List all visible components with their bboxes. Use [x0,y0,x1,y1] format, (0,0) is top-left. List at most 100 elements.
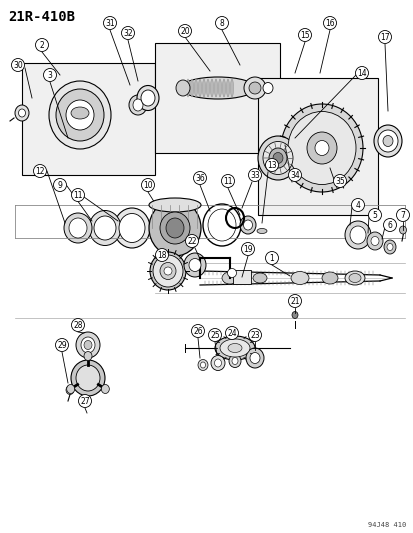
Circle shape [351,198,363,212]
Circle shape [396,208,408,222]
Circle shape [155,248,168,262]
Ellipse shape [197,359,207,370]
Ellipse shape [71,360,105,396]
Text: 8: 8 [219,19,224,28]
Ellipse shape [149,198,201,212]
Ellipse shape [287,111,355,184]
Polygon shape [22,63,154,175]
Text: 32: 32 [123,28,133,37]
Circle shape [33,165,46,177]
Circle shape [121,27,134,39]
Ellipse shape [262,141,292,174]
Text: 2: 2 [40,41,44,50]
Ellipse shape [206,79,209,97]
Ellipse shape [218,79,221,97]
Ellipse shape [321,272,337,284]
Ellipse shape [272,152,282,164]
Text: 27: 27 [80,397,90,406]
Ellipse shape [166,218,183,238]
Text: 33: 33 [249,171,259,180]
Text: 94J48 410: 94J48 410 [367,522,405,528]
Ellipse shape [280,104,362,192]
Ellipse shape [150,252,185,290]
Text: 15: 15 [299,30,309,39]
Ellipse shape [133,99,142,111]
Ellipse shape [262,83,272,93]
Ellipse shape [56,89,104,141]
Ellipse shape [207,209,235,241]
Circle shape [333,174,346,188]
Ellipse shape [186,79,189,97]
Ellipse shape [226,79,229,97]
Ellipse shape [382,135,392,147]
Circle shape [298,28,311,42]
Polygon shape [154,43,279,153]
Ellipse shape [19,109,26,117]
Ellipse shape [202,204,240,246]
Text: 3: 3 [47,70,52,79]
Ellipse shape [373,125,401,157]
Circle shape [221,174,234,188]
Ellipse shape [81,337,95,353]
Ellipse shape [69,218,87,238]
Ellipse shape [180,77,255,99]
Ellipse shape [370,237,378,246]
Circle shape [178,25,191,37]
Ellipse shape [243,220,252,230]
Ellipse shape [219,339,249,357]
Circle shape [36,38,48,52]
Text: 26: 26 [193,327,202,335]
Circle shape [241,243,254,255]
Text: 31: 31 [105,19,114,28]
Ellipse shape [211,356,224,370]
Ellipse shape [176,80,190,96]
Circle shape [71,189,84,201]
Circle shape [103,17,116,29]
Ellipse shape [227,269,236,278]
Text: 18: 18 [157,251,166,260]
Circle shape [355,67,368,79]
Ellipse shape [256,229,266,233]
Circle shape [377,30,391,44]
Ellipse shape [114,208,150,248]
Ellipse shape [248,82,260,94]
Circle shape [78,394,91,408]
Circle shape [382,219,396,231]
Text: 12: 12 [35,166,45,175]
Ellipse shape [214,359,221,367]
Circle shape [265,252,278,264]
Text: 5: 5 [372,211,377,220]
Text: 1: 1 [269,254,274,262]
Circle shape [215,17,228,29]
Text: 17: 17 [379,33,389,42]
Text: 28: 28 [73,320,83,329]
Ellipse shape [66,385,74,394]
Ellipse shape [129,95,147,115]
Circle shape [12,59,24,71]
Text: 7: 7 [400,211,404,220]
Text: 13: 13 [266,160,276,169]
Ellipse shape [386,244,392,251]
Ellipse shape [243,77,266,99]
Ellipse shape [348,273,360,282]
Ellipse shape [49,81,111,149]
Circle shape [53,179,66,191]
Ellipse shape [210,79,213,97]
Circle shape [368,208,380,222]
Ellipse shape [383,240,395,254]
Ellipse shape [257,136,297,180]
Text: 23: 23 [249,330,259,340]
Text: 11: 11 [223,176,232,185]
Text: 34: 34 [290,171,299,180]
Ellipse shape [84,341,92,350]
Ellipse shape [66,100,94,130]
Circle shape [193,172,206,184]
Text: 4: 4 [355,200,360,209]
Ellipse shape [64,213,92,243]
Ellipse shape [228,354,240,367]
Circle shape [141,179,154,191]
Text: 21R-410B: 21R-410B [8,10,75,24]
Text: 24: 24 [227,328,236,337]
Ellipse shape [399,226,406,234]
Ellipse shape [240,216,255,234]
